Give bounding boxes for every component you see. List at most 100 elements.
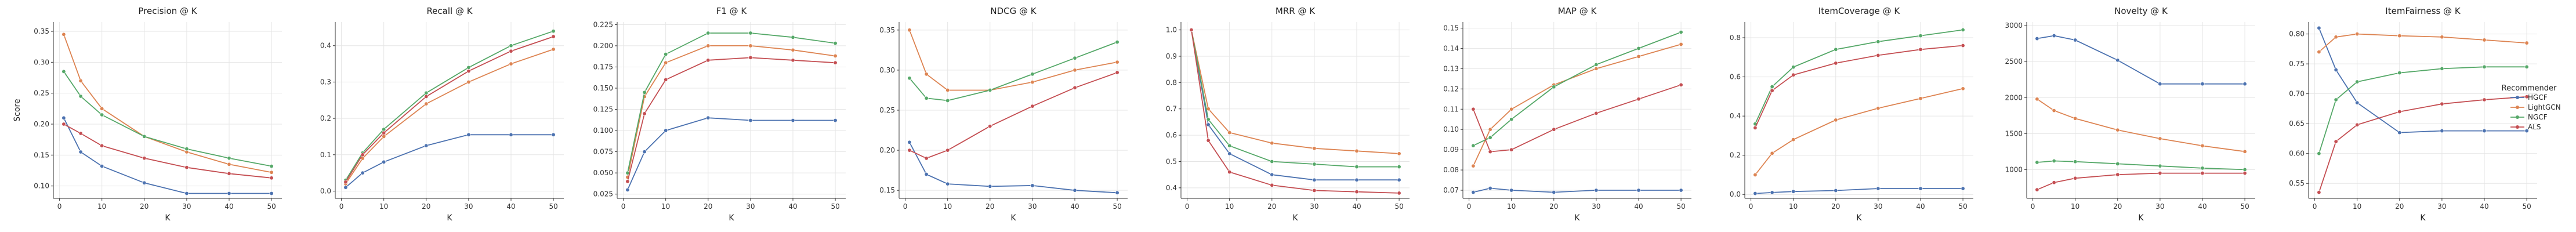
y-tick-label: 3000 — [2005, 21, 2023, 30]
y-tick-label: 0.13 — [1443, 64, 1459, 72]
data-point — [1509, 147, 1514, 152]
data-point — [61, 69, 66, 74]
panel-title: ItemFairness @ K — [2385, 6, 2461, 16]
data-point — [1471, 107, 1476, 111]
x-tick-label: 0 — [2313, 202, 2317, 211]
data-point — [2440, 129, 2444, 133]
data-point — [1770, 151, 1774, 155]
data-point — [1918, 96, 1923, 101]
data-point — [382, 130, 386, 135]
x-axis-label: K — [729, 213, 734, 223]
x-tick-label: 10 — [1507, 202, 1516, 211]
data-point — [1509, 188, 1514, 193]
y-tick-label: 0.3 — [320, 78, 331, 86]
panel-title: Novelty @ K — [2114, 6, 2168, 16]
data-point — [664, 60, 668, 65]
y-axis-label: Score — [13, 99, 22, 121]
data-point — [142, 180, 147, 185]
data-point — [1679, 82, 1683, 87]
data-point — [2440, 35, 2444, 39]
y-tick-label: 0.20 — [34, 120, 49, 128]
legend-entry-ngcf: NGCF — [2510, 113, 2548, 121]
data-point — [269, 170, 274, 175]
data-point — [1961, 28, 1965, 32]
y-tick-label: 0.050 — [593, 169, 613, 177]
data-point — [2115, 128, 2120, 132]
series-als — [625, 55, 838, 184]
x-axis-label: K — [1574, 213, 1580, 223]
x-tick-label: 40 — [2480, 202, 2488, 211]
x-tick-label: 20 — [1549, 202, 1558, 211]
data-point — [664, 52, 668, 57]
series-line — [1191, 30, 1400, 194]
data-point — [2035, 187, 2039, 192]
data-point — [1471, 190, 1476, 195]
series-hgcf — [907, 140, 1119, 195]
x-tick-label: 30 — [464, 202, 473, 211]
series-als — [61, 122, 274, 180]
legend-label: NGCF — [2528, 113, 2548, 121]
x-tick-label: 50 — [549, 202, 557, 211]
x-tick-label: 30 — [2155, 202, 2164, 211]
series-line — [1755, 88, 1963, 176]
series-line — [2037, 172, 2245, 190]
data-point — [1312, 177, 1317, 182]
data-point — [2035, 160, 2039, 165]
y-tick-label: 0.15 — [34, 151, 49, 159]
data-point — [1834, 47, 1838, 52]
x-tick-label: 10 — [1225, 202, 1234, 211]
series-hgcf — [625, 115, 838, 192]
y-tick-label: 0.100 — [593, 126, 613, 135]
y-tick-label: 0.9 — [1166, 52, 1177, 60]
data-point — [1876, 186, 1881, 191]
y-tick-label: 0.30 — [879, 66, 895, 74]
y-tick-label: 0.30 — [34, 58, 49, 66]
x-tick-label: 40 — [788, 202, 797, 211]
data-point — [907, 140, 912, 144]
data-point — [184, 147, 189, 151]
data-point — [184, 191, 189, 195]
y-tick-label: 0.60 — [2289, 150, 2305, 158]
panel-title: MAP @ K — [1558, 6, 1597, 16]
data-point — [1354, 190, 1359, 194]
data-point — [269, 164, 274, 169]
data-point — [2397, 34, 2402, 38]
data-point — [1488, 135, 1492, 140]
series-line — [1755, 45, 1963, 128]
data-point — [1834, 118, 1838, 122]
data-point — [907, 76, 912, 81]
data-point — [61, 122, 66, 126]
x-tick-label: 30 — [746, 202, 755, 211]
panel-ndcg-at-k: NDCG @ K 0.15 0.20 0.25 0.30 0.35 0 10 20 30 40 50 K — [879, 6, 1128, 223]
data-point — [2397, 110, 2402, 114]
data-point — [1073, 56, 1077, 60]
data-point — [424, 102, 429, 106]
data-point — [2158, 136, 2162, 141]
x-axis-label: K — [1292, 213, 1298, 223]
data-point — [1471, 164, 1476, 168]
panel-itemfairness-at-k: ItemFairness @ K 0.55 0.60 0.65 0.70 0.75 0.80… — [2289, 6, 2537, 223]
legend-marker — [2516, 125, 2519, 129]
panel-title: MRR @ K — [1276, 6, 1316, 16]
x-tick-label: 40 — [2198, 202, 2207, 211]
series-line — [345, 30, 554, 181]
data-point — [466, 69, 471, 74]
data-point — [2158, 164, 2162, 168]
x-tick-label: 50 — [1113, 202, 1121, 211]
panel-title: ItemCoverage @ K — [1818, 6, 1901, 16]
x-tick-label: 10 — [1789, 202, 1798, 211]
data-point — [1834, 188, 1838, 193]
data-point — [424, 90, 429, 95]
data-point — [625, 179, 630, 184]
data-point — [642, 90, 647, 95]
data-point — [1227, 130, 1232, 135]
y-tick-label: 0.75 — [2289, 60, 2305, 68]
data-point — [269, 176, 274, 180]
data-point — [2052, 108, 2056, 113]
data-point — [1594, 62, 1599, 67]
x-tick-label: 20 — [704, 202, 712, 211]
data-point — [1115, 40, 1119, 45]
data-point — [2200, 166, 2205, 171]
x-axis-label: K — [1856, 213, 1862, 223]
data-point — [2524, 129, 2529, 133]
